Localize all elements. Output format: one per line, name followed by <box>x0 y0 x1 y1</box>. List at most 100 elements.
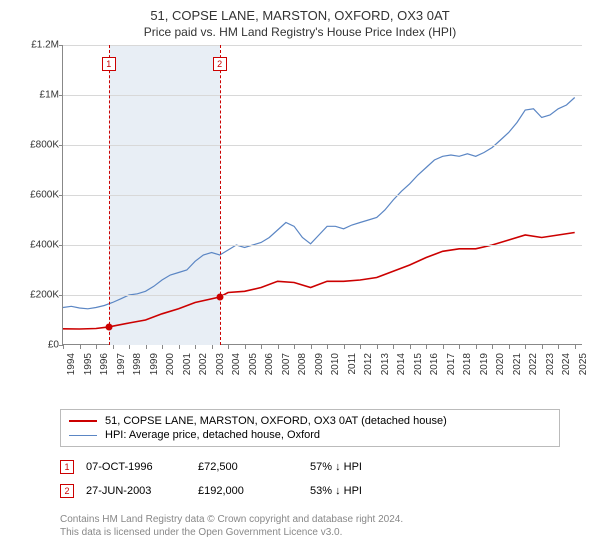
x-tick <box>162 345 163 349</box>
y-gridline <box>63 95 582 96</box>
x-tick <box>228 345 229 349</box>
x-tick <box>476 345 477 349</box>
legend-row: HPI: Average price, detached house, Oxfo… <box>69 428 551 442</box>
y-axis-label: £1.2M <box>31 40 59 51</box>
x-tick <box>360 345 361 349</box>
marker-box: 1 <box>102 57 116 71</box>
x-tick <box>443 345 444 349</box>
series-price-paid <box>63 233 575 330</box>
chart-title: 51, COPSE LANE, MARSTON, OXFORD, OX3 0AT <box>0 0 600 23</box>
y-gridline <box>63 45 582 46</box>
x-tick <box>575 345 576 349</box>
x-tick <box>344 345 345 349</box>
x-axis-label: 2015 <box>413 353 424 375</box>
event-price: £72,500 <box>198 461 298 473</box>
x-axis-label: 2009 <box>314 353 325 375</box>
x-tick <box>558 345 559 349</box>
legend-label: HPI: Average price, detached house, Oxfo… <box>105 429 320 441</box>
x-axis-label: 2005 <box>248 353 259 375</box>
x-tick <box>179 345 180 349</box>
legend: 51, COPSE LANE, MARSTON, OXFORD, OX3 0AT… <box>60 409 560 447</box>
event-marker-icon: 2 <box>60 484 74 498</box>
x-tick <box>525 345 526 349</box>
marker-box: 2 <box>213 57 227 71</box>
event-marker-icon: 1 <box>60 460 74 474</box>
x-axis-label: 1995 <box>83 353 94 375</box>
x-axis-label: 2021 <box>512 353 523 375</box>
x-axis-label: 2000 <box>165 353 176 375</box>
legend-row: 51, COPSE LANE, MARSTON, OXFORD, OX3 0AT… <box>69 414 551 428</box>
plot-area: £0£200K£400K£600K£800K£1M£1.2M1994199519… <box>62 45 582 345</box>
event-date: 07-OCT-1996 <box>86 461 186 473</box>
event-date: 27-JUN-2003 <box>86 485 186 497</box>
events-table: 1 07-OCT-1996 £72,500 57% ↓ HPI 2 27-JUN… <box>60 455 560 503</box>
x-tick <box>294 345 295 349</box>
x-axis-label: 2006 <box>264 353 275 375</box>
x-tick <box>393 345 394 349</box>
x-tick <box>113 345 114 349</box>
event-price: £192,000 <box>198 485 298 497</box>
event-hpi: 57% ↓ HPI <box>310 461 362 473</box>
x-axis-label: 2014 <box>396 353 407 375</box>
x-axis-label: 1994 <box>66 353 77 375</box>
x-axis-label: 2013 <box>380 353 391 375</box>
legend-label: 51, COPSE LANE, MARSTON, OXFORD, OX3 0AT… <box>105 415 447 427</box>
x-axis-label: 2004 <box>231 353 242 375</box>
event-row: 2 27-JUN-2003 £192,000 53% ↓ HPI <box>60 479 560 503</box>
x-axis-label: 2017 <box>446 353 457 375</box>
x-axis-label: 2020 <box>495 353 506 375</box>
legend-swatch <box>69 420 97 422</box>
x-tick <box>410 345 411 349</box>
x-axis-label: 2024 <box>561 353 572 375</box>
marker-line <box>109 45 110 345</box>
x-axis-label: 2003 <box>215 353 226 375</box>
x-tick <box>245 345 246 349</box>
chart-subtitle: Price paid vs. HM Land Registry's House … <box>0 23 600 45</box>
y-gridline <box>63 295 582 296</box>
footer: Contains HM Land Registry data © Crown c… <box>60 513 560 539</box>
x-tick <box>327 345 328 349</box>
y-gridline <box>63 245 582 246</box>
x-axis-label: 2012 <box>363 353 374 375</box>
x-axis-label: 2011 <box>347 353 358 375</box>
x-tick <box>195 345 196 349</box>
chart-area: £0£200K£400K£600K£800K£1M£1.2M1994199519… <box>32 45 592 373</box>
x-axis-label: 2018 <box>462 353 473 375</box>
x-axis-label: 2007 <box>281 353 292 375</box>
x-tick <box>542 345 543 349</box>
event-hpi: 53% ↓ HPI <box>310 485 362 497</box>
x-tick <box>459 345 460 349</box>
legend-swatch <box>69 435 97 436</box>
x-axis-label: 2008 <box>297 353 308 375</box>
footer-line: This data is licensed under the Open Gov… <box>60 526 560 539</box>
x-tick <box>278 345 279 349</box>
x-axis-label: 2016 <box>429 353 440 375</box>
x-tick <box>146 345 147 349</box>
series-hpi <box>63 98 575 309</box>
x-axis-label: 1999 <box>149 353 160 375</box>
x-axis-label: 2019 <box>479 353 490 375</box>
x-axis-label: 2023 <box>545 353 556 375</box>
x-tick <box>311 345 312 349</box>
y-gridline <box>63 195 582 196</box>
x-axis-label: 1997 <box>116 353 127 375</box>
x-tick <box>129 345 130 349</box>
x-tick <box>261 345 262 349</box>
x-axis-label: 2010 <box>330 353 341 375</box>
y-gridline <box>63 145 582 146</box>
x-tick <box>80 345 81 349</box>
x-axis-label: 2002 <box>198 353 209 375</box>
x-axis-label: 2001 <box>182 353 193 375</box>
x-axis-label: 1996 <box>99 353 110 375</box>
marker-dot <box>216 294 223 301</box>
x-tick <box>509 345 510 349</box>
x-axis-label: 2025 <box>578 353 589 375</box>
x-tick <box>96 345 97 349</box>
footer-line: Contains HM Land Registry data © Crown c… <box>60 513 560 526</box>
x-axis-label: 2022 <box>528 353 539 375</box>
x-tick <box>426 345 427 349</box>
chart-container: 51, COPSE LANE, MARSTON, OXFORD, OX3 0AT… <box>0 0 600 560</box>
x-axis-label: 1998 <box>132 353 143 375</box>
x-tick <box>212 345 213 349</box>
x-tick <box>492 345 493 349</box>
